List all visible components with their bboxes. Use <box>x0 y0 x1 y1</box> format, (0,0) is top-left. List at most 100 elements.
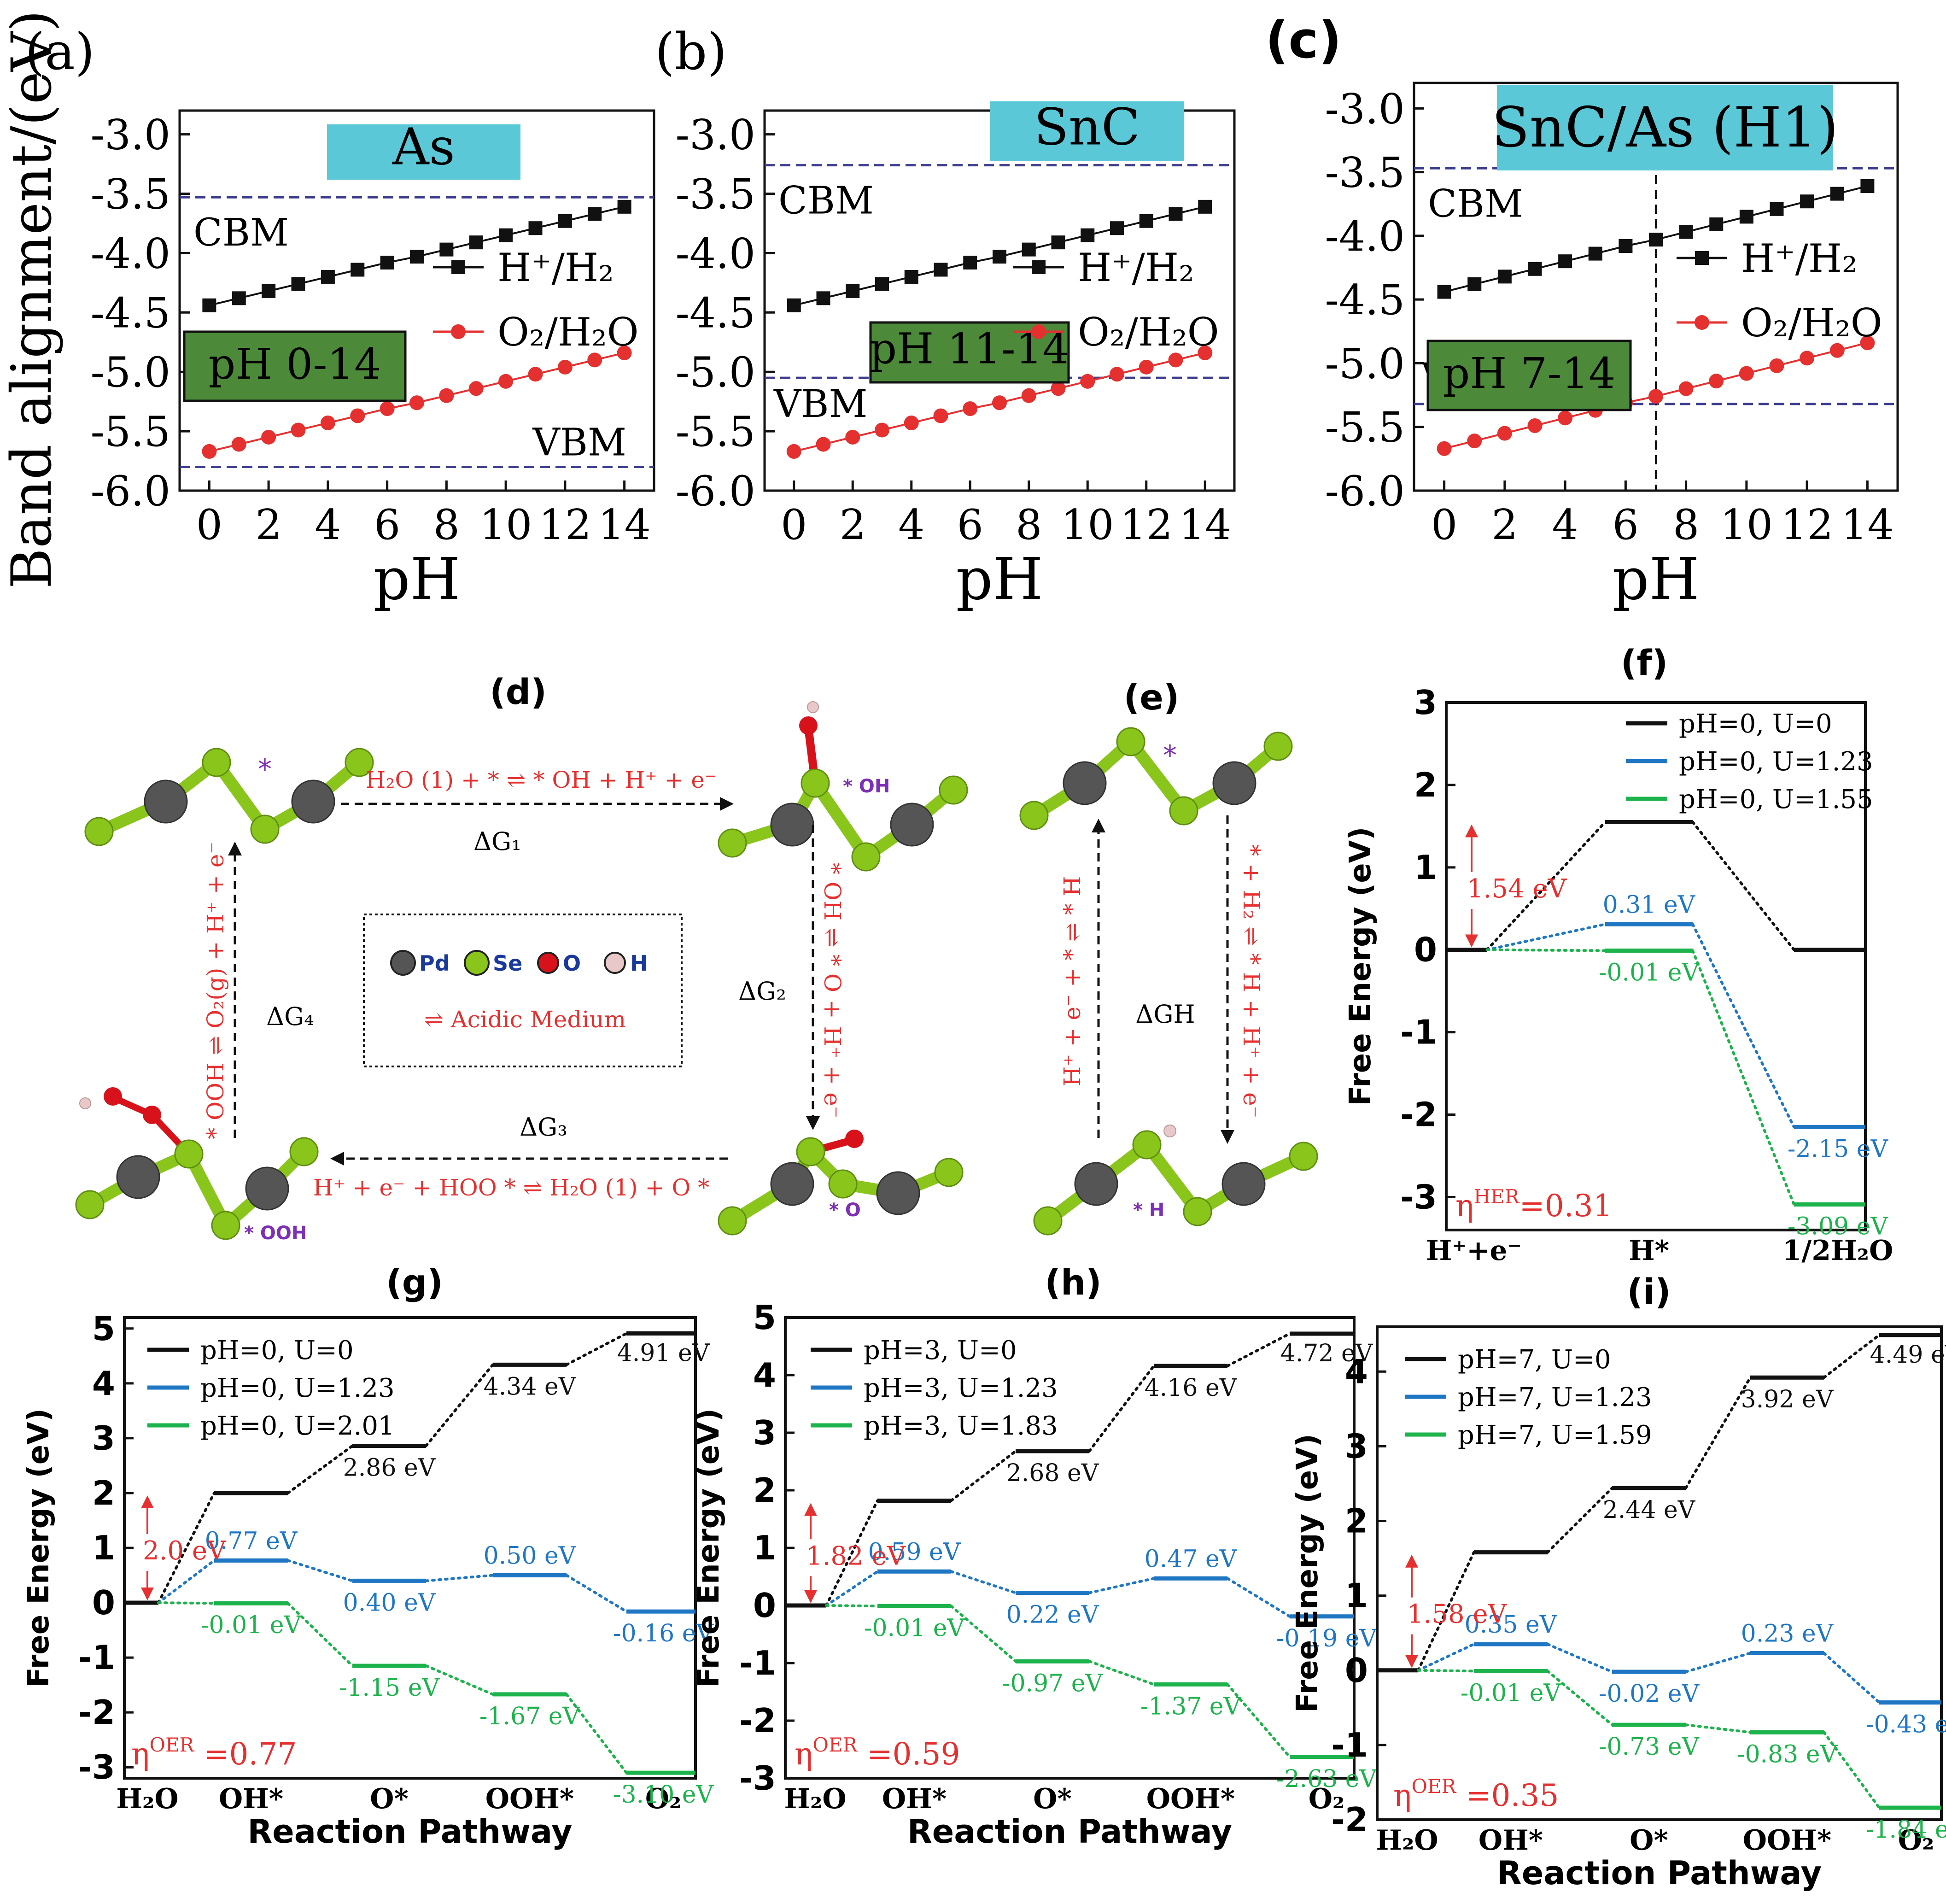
pd-atom <box>291 779 335 824</box>
y-axis-label: Free Energy (eV) <box>1291 1434 1325 1713</box>
connector-dotted <box>1546 1487 1613 1554</box>
site-star-her: * <box>1163 739 1177 772</box>
legend-label: pH=0, U=2.01 <box>200 1411 395 1441</box>
se-atom <box>1116 727 1145 756</box>
panel-tag: (h) <box>1045 1262 1102 1303</box>
h-marker <box>1800 194 1814 209</box>
eta-label: ηOER =0.59 <box>795 1734 960 1772</box>
h-marker <box>1198 199 1212 214</box>
connector-dotted <box>1684 1652 1752 1673</box>
se-atom <box>851 842 881 872</box>
o-marker <box>904 416 919 431</box>
eta-superscript: OER <box>813 1734 858 1756</box>
connector-dotted <box>1684 1376 1752 1490</box>
legend-label: pH=3, U=1.23 <box>864 1373 1058 1403</box>
o-marker <box>1527 418 1543 433</box>
material-label: As <box>392 117 455 176</box>
o-marker <box>875 422 889 438</box>
energy-value-label: 0.23 eV <box>1741 1620 1834 1647</box>
pd-atom <box>1221 1162 1266 1206</box>
h-atom <box>79 1097 91 1109</box>
eta-symbol: η <box>1455 1188 1474 1224</box>
h-marker <box>1588 246 1602 261</box>
x-axis-label: pH <box>373 546 460 613</box>
h-marker <box>439 242 454 257</box>
h-marker <box>528 221 543 235</box>
x-category-label: H₂O <box>116 1783 178 1815</box>
y-tick-label: 0 <box>1414 931 1437 969</box>
energy-value-label: -1.67 eV <box>479 1703 581 1730</box>
y-tick-label: -4.5 <box>1325 276 1405 324</box>
x-category-label: OOH* <box>1743 1824 1832 1857</box>
her-mechanism-panel: (e) * * H <box>1019 677 1318 1236</box>
energy-value-label: -1.37 eV <box>1140 1693 1242 1720</box>
band-chart-a: (a) -3.0 -3.5 -4.0 -4.5 -5.0 -5.5 -6.0 0 2 4 6 8 10 12… <box>0 10 655 613</box>
site-star: * <box>258 753 272 785</box>
se-atom <box>828 1169 858 1199</box>
y-tick-label: -3 <box>78 1748 115 1787</box>
y-tick-label: 1 <box>753 1529 776 1567</box>
acidic-medium: ⇌ Acidic Medium <box>424 1006 626 1033</box>
reaction-2: * OH ⇌ * O + H⁺ + e⁻ <box>819 863 846 1118</box>
eta-symbol: η <box>131 1736 150 1772</box>
x-tick-label: 14 <box>1179 501 1232 549</box>
pd-atom <box>245 1166 289 1211</box>
se-atom <box>75 1190 105 1219</box>
o-marker <box>1497 426 1512 441</box>
y-tick-label: -4.0 <box>90 229 170 278</box>
se-atom <box>1183 1197 1212 1226</box>
o-marker <box>617 345 632 360</box>
x-tick-label: 4 <box>898 501 924 549</box>
oer-mechanism-panel: (d) * <box>75 671 968 1244</box>
connector-dotted <box>950 1570 1017 1594</box>
eta-value: =0.77 <box>194 1736 297 1772</box>
material-label: SnC/As (H1) <box>1492 96 1839 160</box>
h-marker <box>1619 239 1633 253</box>
se-atom <box>289 1137 319 1166</box>
y-axis-label: Free Energy (eV) <box>22 1408 56 1687</box>
connector-dotted <box>1417 1551 1475 1672</box>
energy-value-label: -0.01 eV <box>1461 1679 1562 1707</box>
vbm-label: VBM <box>532 421 626 464</box>
y-tick-label: -3 <box>739 1759 776 1798</box>
x-tick-label: 12 <box>1120 501 1173 549</box>
energy-value-label: 0.22 eV <box>1006 1601 1099 1629</box>
o-marker <box>992 395 1007 410</box>
se-legend-icon <box>464 950 490 976</box>
pd-atom <box>1063 761 1107 805</box>
o-marker <box>498 374 514 389</box>
o-adsorbed-molecule: * O <box>718 1130 964 1236</box>
ooh-label: * OOH <box>244 1223 307 1244</box>
overpotential-label: 1.82 eV <box>806 1541 906 1571</box>
x-tick-label: 14 <box>1841 501 1894 549</box>
h-marker <box>787 298 801 312</box>
panel-tag-d: (d) <box>490 671 547 712</box>
o-marker <box>587 352 602 368</box>
pd-atom <box>1074 1162 1118 1206</box>
energy-value-label: 0.31 eV <box>1603 891 1696 919</box>
h-label: * H <box>1133 1200 1164 1221</box>
x-tick-label: 12 <box>539 501 592 549</box>
y-tick-label: -1 <box>1331 1726 1368 1764</box>
o-marker <box>202 444 217 459</box>
y-tick-label: 3 <box>753 1413 776 1452</box>
y-tick-label: -5.5 <box>1325 404 1405 452</box>
h-marker <box>816 291 830 305</box>
energy-value-label: 4.16 eV <box>1145 1374 1238 1402</box>
energy-value-label: -1.84 eV <box>1866 1816 1946 1844</box>
x-axis-label: Reaction Pathway <box>1497 1854 1822 1892</box>
connector-dotted <box>425 1363 494 1447</box>
legend-label: pH=7, U=1.59 <box>1458 1420 1652 1450</box>
x-category-label: O* <box>1033 1783 1072 1815</box>
se-atom <box>84 817 114 846</box>
h-marker <box>1139 214 1153 228</box>
energy-value-label: -0.97 eV <box>1002 1670 1104 1697</box>
x-tick-label: 10 <box>479 501 532 549</box>
o-legend-icon <box>537 952 559 974</box>
x-axis-label: pH <box>956 546 1043 613</box>
atom-legend: Pd Se O H ⇌ Acidic Medium <box>363 914 683 1067</box>
x-category-label: O₂ <box>645 1783 682 1815</box>
overpotential-label: 2.0 eV <box>143 1536 227 1566</box>
o-marker <box>350 408 365 423</box>
